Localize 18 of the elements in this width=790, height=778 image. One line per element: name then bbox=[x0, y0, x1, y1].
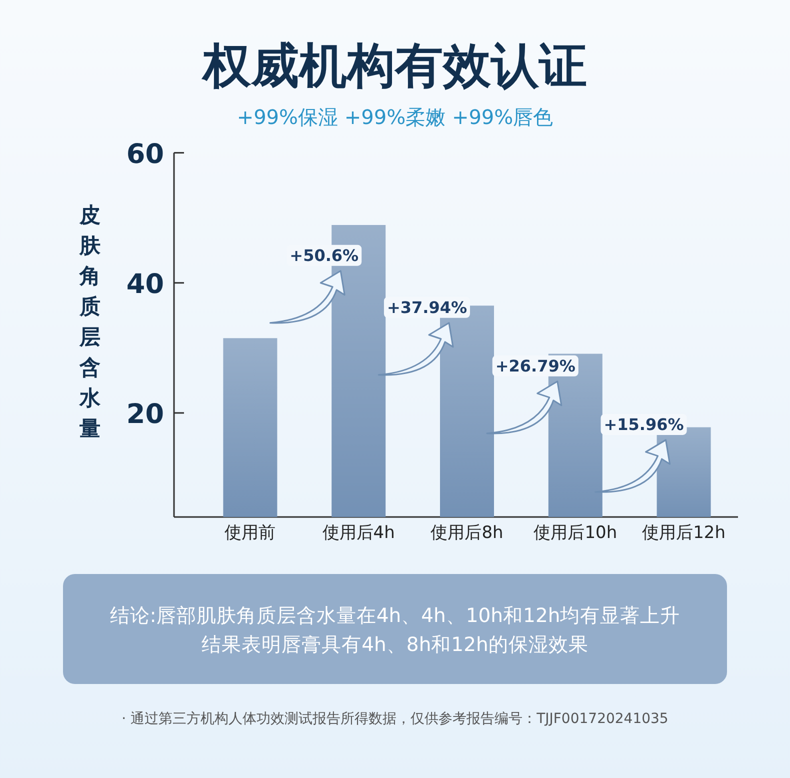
y-tick-label: 20 bbox=[126, 398, 164, 430]
y-tick-label: 40 bbox=[126, 268, 164, 300]
x-tick-label: 使用后8h bbox=[430, 523, 504, 543]
chart-title: 权威机构有效认证 bbox=[201, 38, 587, 94]
y-tick-label: 60 bbox=[126, 138, 164, 170]
x-tick-label: 使用后4h bbox=[322, 523, 395, 543]
y-axis-title: 皮肤角质层含水量 bbox=[78, 203, 102, 440]
x-tick-label: 使用后12h bbox=[642, 523, 726, 543]
x-tick-label: 使用后10h bbox=[534, 523, 618, 543]
x-tick-label: 使用前 bbox=[224, 523, 276, 543]
annotation: +50.6% bbox=[290, 246, 359, 265]
text: · 通过第三方机构人体功效测试报告所得数据，仅供参考报告编号：TJJF001720241035 bbox=[122, 711, 668, 727]
chart-subtitle: +99%保湿 +99%柔嫩 +99%唇色 bbox=[236, 105, 554, 129]
text: 结果表明唇膏具有4h、8h和12h的保湿效果 bbox=[202, 633, 588, 656]
text: 结论:唇部肌肤角质层含水量在4h、4h、10h和12h均有显著上升 bbox=[110, 604, 680, 627]
annotation: +26.79% bbox=[495, 356, 576, 376]
annotation: +37.94% bbox=[386, 298, 467, 317]
annotation: +15.96% bbox=[604, 414, 684, 434]
